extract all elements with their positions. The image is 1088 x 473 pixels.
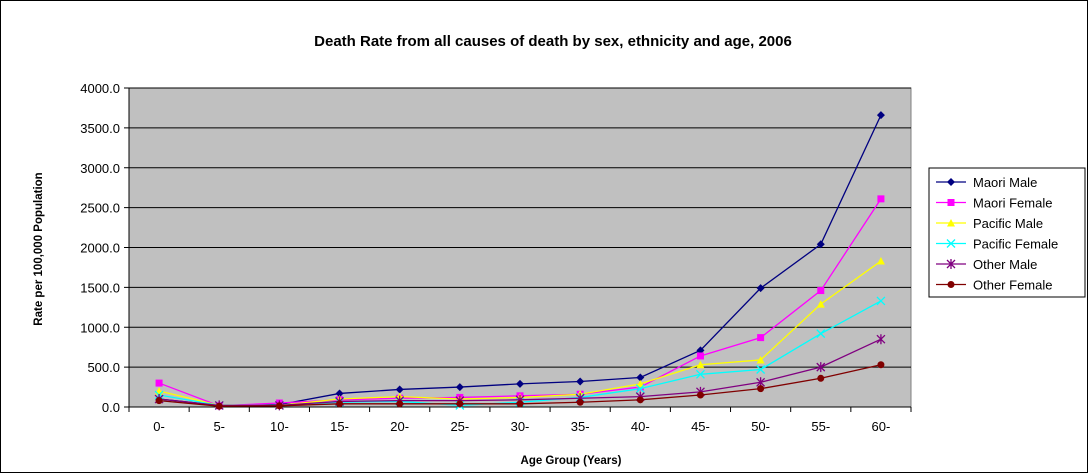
- data-point-other-female: [576, 398, 584, 406]
- legend-marker: [947, 178, 955, 186]
- data-point-maori-male: [516, 379, 524, 388]
- y-tick-label: 1000.0: [80, 320, 120, 335]
- x-tick-label: 40-: [631, 419, 650, 434]
- y-tick-label: 2500.0: [80, 201, 120, 216]
- y-tick-label: 500.0: [87, 360, 120, 375]
- data-point-other-female: [396, 400, 404, 408]
- data-point-pacific-male: [876, 257, 885, 265]
- data-point-other-female: [817, 374, 825, 382]
- legend-label: Other Male: [973, 257, 1037, 272]
- legend-item-pacific-female: Pacific Female: [936, 237, 1058, 252]
- data-point-pacific-female: [816, 329, 826, 339]
- legend: Maori Male Maori Female Pacific Male Pacifi…: [928, 167, 1086, 298]
- x-tick-label: 50-: [751, 419, 770, 434]
- y-tick-label: 1500.0: [80, 280, 120, 295]
- x-tick-label: 45-: [691, 419, 710, 434]
- data-point-maori-male: [876, 111, 885, 120]
- data-point-maori-female: [877, 195, 885, 203]
- data-point-other-female: [516, 400, 524, 408]
- data-point-maori-male: [696, 346, 705, 355]
- x-tick-label: 30-: [511, 419, 530, 434]
- x-tick-label: 35-: [571, 419, 590, 434]
- y-tick-label: 4000.0: [80, 81, 120, 96]
- legend-item-other-female: Other Female: [936, 278, 1052, 293]
- legend-item-maori-male: Maori Male: [936, 175, 1037, 190]
- data-point-maori-male: [816, 240, 825, 249]
- data-point-pacific-male: [636, 379, 645, 388]
- x-axis-ticks: 0- 5- 10- 15- 20- 25- 30- 35- 40- 45- 50- 55- 60-: [128, 407, 912, 434]
- data-point-pacific-male: [816, 300, 825, 308]
- data-point-other-male: [876, 334, 886, 345]
- data-point-maori-female: [155, 379, 163, 387]
- legend-item-pacific-male: Pacific Male: [936, 216, 1043, 231]
- legend-label: Other Female: [973, 278, 1052, 293]
- data-point-maori-male: [636, 373, 645, 382]
- x-tick-label: 5-: [213, 419, 225, 434]
- data-point-pacific-female: [635, 384, 645, 394]
- x-tick-label: 55-: [811, 419, 830, 434]
- y-tick-label: 3500.0: [80, 121, 120, 136]
- data-point-other-female: [215, 402, 223, 410]
- data-point-pacific-female: [876, 296, 886, 306]
- x-axis-title: Age Group (Years): [521, 455, 622, 467]
- y-tick-label: 2000.0: [80, 241, 120, 256]
- data-point-other-female: [757, 385, 765, 393]
- legend-label: Maori Female: [973, 196, 1052, 211]
- legend-item-maori-female: Maori Female: [936, 196, 1052, 211]
- x-tick-label: 0-: [153, 419, 165, 434]
- data-point-pacific-male: [756, 355, 765, 364]
- legend-label: Maori Male: [973, 175, 1037, 190]
- data-point-maori-female: [817, 287, 825, 295]
- data-point-other-male: [816, 362, 826, 373]
- series-layer: [154, 111, 886, 411]
- x-tick-label: 25-: [450, 419, 469, 434]
- data-point-other-female: [155, 397, 163, 405]
- x-tick-label: 15-: [330, 419, 349, 434]
- chart-title: Death Rate from all causes of death by s…: [314, 33, 792, 50]
- data-point-maori-male: [576, 377, 585, 386]
- data-point-other-female: [696, 391, 704, 399]
- data-point-maori-male: [395, 385, 404, 394]
- legend-marker: [947, 219, 955, 227]
- data-point-maori-female: [696, 352, 704, 360]
- y-tick-label: 3000.0: [80, 161, 120, 176]
- data-point-maori-male: [335, 389, 344, 398]
- legend-marker: [947, 281, 955, 288]
- data-point-maori-male: [455, 383, 464, 392]
- legend-marker: [946, 239, 956, 248]
- data-point-pacific-male: [696, 360, 705, 369]
- y-tick-label: 0.0: [102, 400, 120, 415]
- x-tick-label: 10-: [270, 419, 289, 434]
- data-point-pacific-female: [696, 369, 705, 379]
- y-axis-ticks: 0.0 500.0 1000.0 1500.0 2000.0 2500.0 3000.0 35…: [80, 81, 129, 415]
- data-point-other-female: [336, 400, 344, 408]
- legend-label: Pacific Female: [973, 237, 1058, 252]
- x-tick-label: 60-: [872, 419, 891, 434]
- x-tick-label: 20-: [390, 419, 409, 434]
- data-point-maori-male: [756, 284, 765, 293]
- data-point-maori-female: [757, 334, 765, 342]
- legend-box: [928, 167, 1086, 298]
- data-point-pacific-female: [756, 365, 766, 374]
- y-axis-title: Rate per 100,000 Population: [33, 172, 45, 325]
- data-point-other-female: [275, 402, 283, 410]
- data-point-other-female: [636, 396, 644, 404]
- legend-marker: [947, 199, 955, 206]
- legend-label: Pacific Male: [973, 216, 1043, 231]
- data-point-other-female: [877, 361, 885, 369]
- data-point-other-female: [456, 400, 464, 408]
- legend-marker: [946, 259, 956, 269]
- legend-item-other-male: Other Male: [936, 257, 1037, 272]
- series-other-female: [155, 361, 885, 410]
